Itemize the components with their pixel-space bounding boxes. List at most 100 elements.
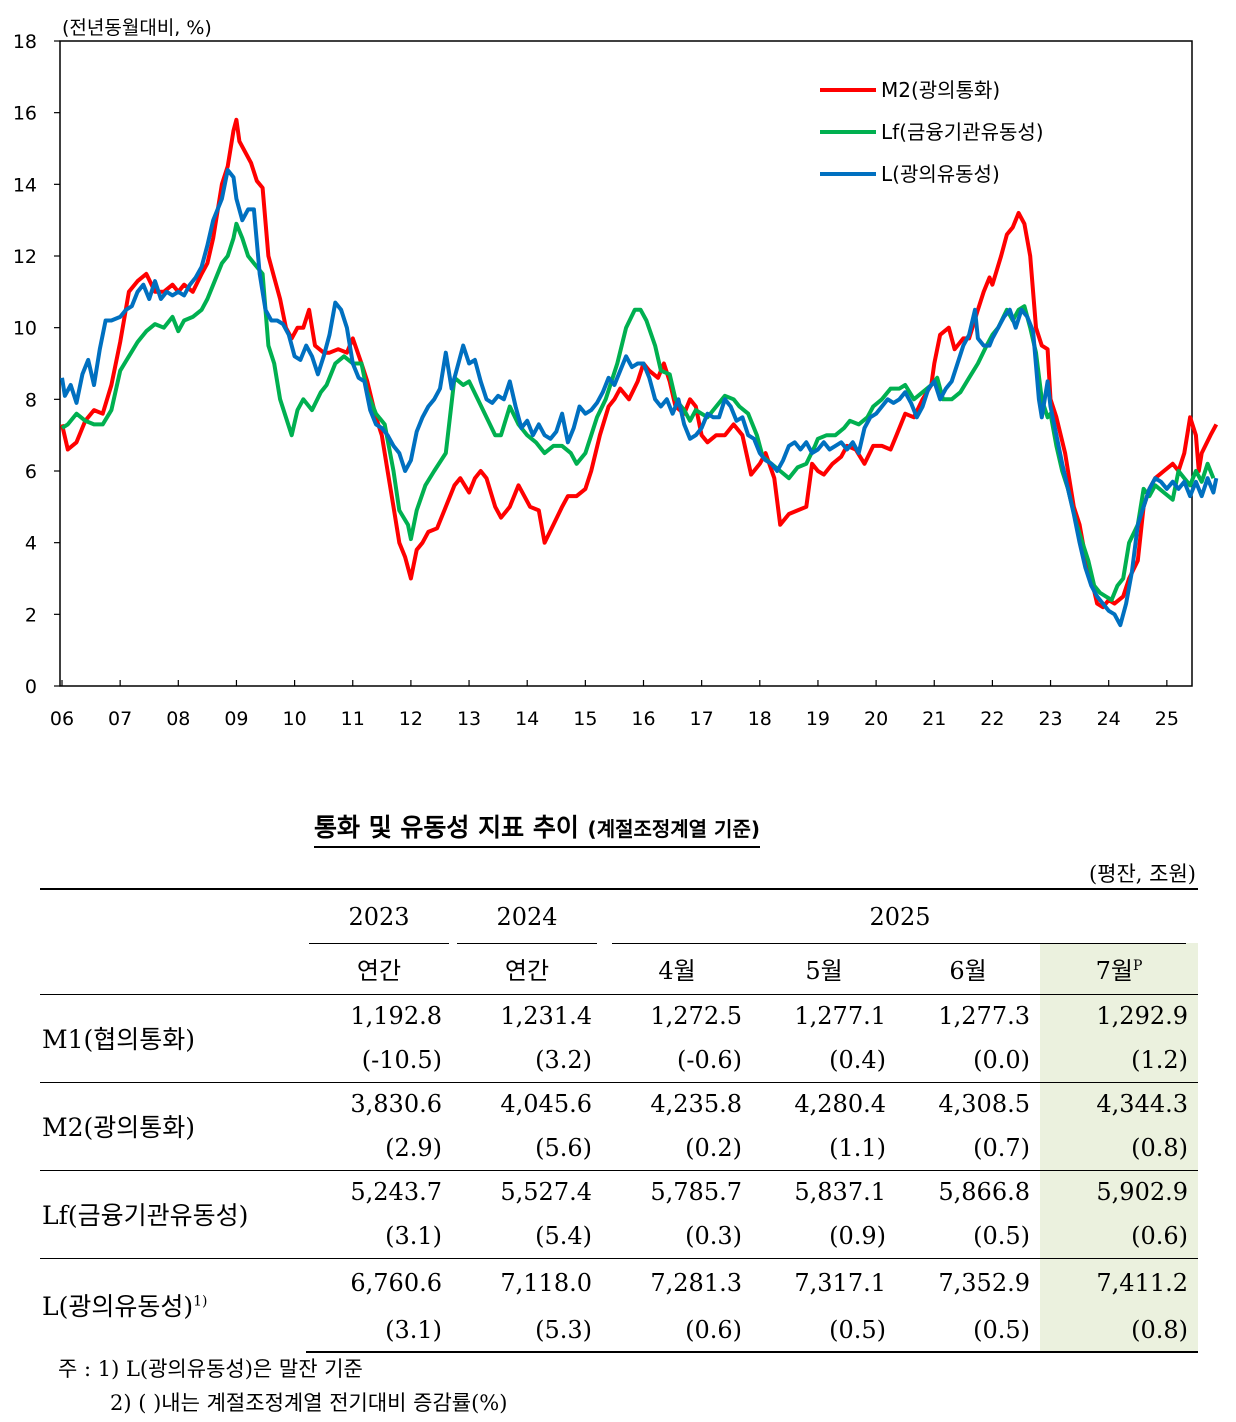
y-tick-label: 10 [13, 318, 37, 340]
change-cell: (5.4) [535, 1221, 592, 1250]
value-cell: 6,760.6 [350, 1269, 442, 1298]
change-cell: (0.5) [829, 1315, 886, 1344]
change-cell: (-0.6) [676, 1045, 742, 1074]
legend-label: L(광의유동성) [881, 162, 1000, 186]
period-header-row: 연간 연간 4월 5월 6월 7월P [40, 944, 1199, 994]
period-may: 5월 [805, 957, 843, 986]
row-label-m1: M1(협의통화) [42, 1025, 196, 1054]
plot-area [59, 40, 1193, 687]
x-tick-label: 16 [631, 708, 655, 730]
legend: M2(광의통화) Lf(금융기관유동성) L(광의유동성) [820, 78, 1044, 186]
value-cell: 4,235.8 [650, 1090, 742, 1119]
value-cell: 5,527.4 [500, 1178, 592, 1207]
value-cell: 7,411.2 [1096, 1269, 1189, 1298]
table-row: M1(협의통화) 1,192.8 1,231.4 1,272.5 1,277.1… [40, 993, 1199, 1082]
x-axis: 06 07 08 09 10 11 12 13 14 15 16 17 18 19 20 21 22 23 24 25 [50, 680, 1179, 730]
footnotes: 주 : 1) L(광의유동성)은 말잔 기준 2) ( )내는 계절조정계열 전… [58, 1352, 507, 1420]
x-tick-label: 20 [864, 708, 888, 730]
footnote-1: 주 : 1) L(광의유동성)은 말잔 기준 [58, 1357, 363, 1381]
value-cell: 1,272.5 [650, 1002, 742, 1031]
y-tick-label: 14 [13, 174, 37, 196]
change-cell: (0.5) [973, 1315, 1030, 1344]
y-tick-label: 6 [25, 461, 37, 483]
x-tick-label: 06 [50, 708, 74, 730]
y-tick-label: 16 [13, 103, 37, 125]
value-cell: 7,281.3 [650, 1269, 742, 1298]
year-header-row: 2023 2024 2025 [40, 888, 1199, 943]
data-table: 2023 2024 2025 연간 연간 4월 5월 6월 7월P M1(협의통… [40, 888, 1199, 1353]
period-jul: 7월 [1095, 957, 1133, 986]
value-cell: 1,231.4 [500, 1002, 592, 1031]
x-tick-label: 23 [1038, 708, 1062, 730]
change-cell: (0.0) [973, 1045, 1030, 1074]
table-row: (-10.5) (3.2) (-0.6) (0.4) (0.0) (1.2) [40, 1038, 1199, 1082]
table-title-sub: (계절조정계열 기준) [587, 817, 760, 841]
change-cell: (0.6) [1131, 1221, 1189, 1250]
table-row: L(광의유동성)1) 6,760.6 7,118.0 7,281.3 7,317… [40, 1257, 1199, 1352]
change-cell: (5.6) [535, 1133, 592, 1162]
table-row: (3.1) (5.4) (0.3) (0.9) (0.5) (0.6) [40, 1214, 1199, 1258]
change-cell: (5.3) [535, 1315, 592, 1344]
x-tick-label: 12 [399, 708, 423, 730]
series-line-2 [60, 168, 1219, 628]
x-tick-label: 18 [748, 708, 772, 730]
x-tick-label: 15 [573, 708, 597, 730]
y-tick-label: 4 [25, 533, 37, 555]
row-label-lf: Lf(금융기관유동성) [42, 1201, 249, 1230]
value-cell: 5,837.1 [794, 1178, 886, 1207]
value-cell: 5,243.7 [350, 1178, 442, 1207]
x-tick-label: 14 [515, 708, 539, 730]
year-2024: 2024 [496, 902, 558, 931]
x-tick-label: 13 [457, 708, 481, 730]
change-cell: (0.4) [829, 1045, 886, 1074]
x-tick-label: 10 [283, 708, 307, 730]
change-cell: (0.7) [973, 1133, 1030, 1162]
change-cell: (3.1) [385, 1221, 442, 1250]
y-tick-label: 2 [25, 604, 37, 626]
footnote-mark: 1) [193, 1293, 208, 1310]
table-row: (3.1) (5.3) (0.6) (0.5) (0.5) (0.8) [40, 1308, 1199, 1353]
x-tick-label: 22 [980, 708, 1004, 730]
year-2025: 2025 [869, 902, 931, 931]
value-cell: 7,352.9 [938, 1269, 1030, 1298]
value-cell: 7,118.0 [500, 1269, 592, 1298]
table-row: (2.9) (5.6) (0.2) (1.1) (0.7) (0.8) [40, 1126, 1199, 1170]
change-cell: (0.2) [685, 1133, 742, 1162]
change-cell: (2.9) [385, 1133, 442, 1162]
value-cell: 4,308.5 [938, 1090, 1030, 1119]
x-tick-label: 07 [108, 708, 132, 730]
change-cell: (0.6) [685, 1315, 742, 1344]
period-2023-annual: 연간 [356, 957, 402, 986]
change-cell: (1.2) [1131, 1045, 1189, 1074]
row-label-m2: M2(광의통화) [42, 1113, 196, 1142]
change-cell: (1.1) [829, 1133, 886, 1162]
value-cell: 4,045.6 [500, 1090, 592, 1119]
y-tick-label: 18 [13, 31, 37, 53]
change-cell: (0.3) [685, 1221, 742, 1250]
value-cell: 1,277.3 [938, 1002, 1030, 1031]
change-cell: (0.5) [973, 1221, 1030, 1250]
x-tick-label: 09 [224, 708, 248, 730]
y-axis: 0 2 4 6 8 10 12 14 16 18 [13, 31, 60, 698]
x-tick-label: 24 [1097, 708, 1121, 730]
x-tick-label: 17 [690, 708, 714, 730]
table-title: 통화 및 유동성 지표 추이 (계절조정계열 기준) [314, 808, 760, 848]
change-cell: (0.8) [1131, 1315, 1189, 1344]
value-cell: 4,344.3 [1096, 1090, 1189, 1119]
change-cell: (-10.5) [361, 1045, 442, 1074]
y-tick-label: 8 [25, 389, 37, 411]
table-title-main: 통화 및 유동성 지표 추이 [314, 813, 579, 842]
value-cell: 5,785.7 [650, 1178, 742, 1207]
period-2024-annual: 연간 [504, 957, 550, 986]
value-cell: 5,902.9 [1096, 1178, 1189, 1207]
x-tick-label: 25 [1155, 708, 1179, 730]
period-apr: 4월 [658, 957, 696, 986]
change-cell: (3.2) [535, 1045, 592, 1074]
value-cell: 3,830.6 [350, 1090, 442, 1119]
x-tick-label: 11 [341, 708, 365, 730]
x-tick-label: 08 [166, 708, 190, 730]
footnote-2: 2) ( )내는 계절조정계열 전기대비 증감률(%) [110, 1391, 508, 1415]
y-tick-label: 0 [25, 676, 37, 698]
table-row: Lf(금융기관유동성) 5,243.7 5,527.4 5,785.7 5,83… [40, 1169, 1199, 1258]
